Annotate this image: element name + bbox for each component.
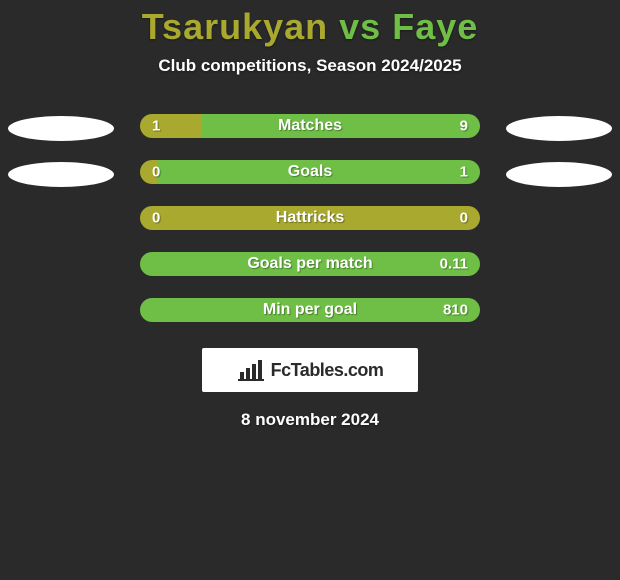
bar-row: Hattricks 0 0	[140, 206, 480, 230]
title-vs: vs	[328, 6, 392, 47]
bar-segment-left	[140, 114, 201, 138]
logo-text: FcTables.com	[271, 360, 384, 381]
page-subtitle: Club competitions, Season 2024/2025	[0, 56, 620, 76]
bar-value-right: 810	[443, 302, 468, 319]
bar-value-left: 1	[152, 118, 160, 135]
logo-badge: FcTables.com	[202, 348, 418, 392]
footer-date: 8 november 2024	[0, 410, 620, 430]
bar-value-right: 1	[460, 164, 468, 181]
chart-area: Matches 1 9 Goals 0 1 Hattricks 0 0 Goals per mat…	[0, 114, 620, 334]
bar-row: Min per goal 810	[140, 298, 480, 322]
comparison-infographic: Tsarukyan vs Faye Club competitions, Sea…	[0, 0, 620, 580]
bar-label: Min per goal	[263, 301, 357, 319]
logo-chart-icon	[237, 358, 271, 382]
bar-label: Matches	[278, 117, 342, 135]
bar-value-right: 9	[460, 118, 468, 135]
bar-label: Goals per match	[247, 255, 372, 273]
bar-value-right: 0.11	[440, 256, 468, 273]
avatar	[506, 116, 612, 141]
bar-value-left: 0	[152, 164, 160, 181]
left-avatars	[8, 116, 114, 187]
right-avatars	[506, 116, 612, 187]
title-left: Tsarukyan	[142, 6, 328, 47]
avatar	[506, 162, 612, 187]
title-right: Faye	[392, 6, 478, 47]
bar-row: Goals per match 0.11	[140, 252, 480, 276]
bar-label: Goals	[288, 163, 332, 181]
bar-row: Matches 1 9	[140, 114, 480, 138]
bar-value-right: 0	[460, 210, 468, 227]
bar-value-left: 0	[152, 210, 160, 227]
bar-label: Hattricks	[276, 209, 344, 227]
avatar	[8, 116, 114, 141]
bar-chart: Matches 1 9 Goals 0 1 Hattricks 0 0 Goals per mat…	[140, 114, 480, 344]
page-title: Tsarukyan vs Faye	[0, 0, 620, 48]
bar-row: Goals 0 1	[140, 160, 480, 184]
avatar	[8, 162, 114, 187]
